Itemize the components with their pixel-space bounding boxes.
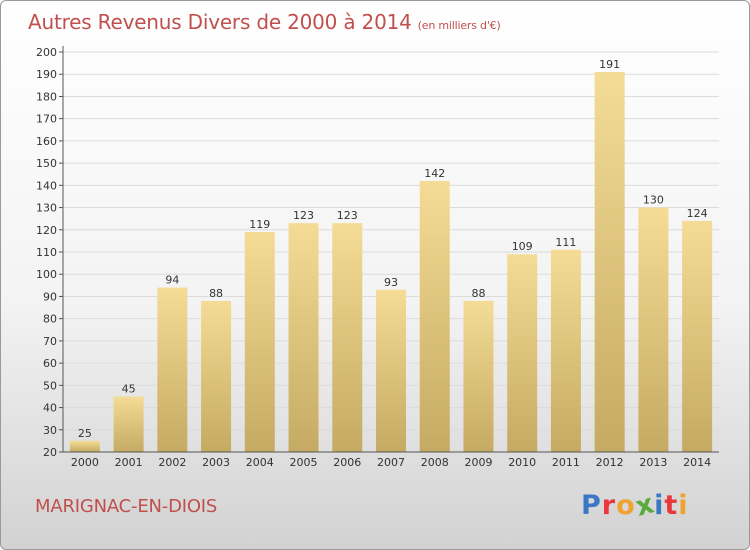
- bar-2011: [550, 249, 581, 452]
- x-tick-label: 2008: [421, 456, 449, 469]
- unit-label: (en milliers d'€): [417, 19, 501, 32]
- x-tick-labels: 2000 2001 2002 2003 2004 2005 2006 2007 2008 2009…: [71, 456, 711, 469]
- data-label: 119: [249, 218, 270, 231]
- bar-2014: [682, 220, 713, 452]
- x-tick-label: 2011: [552, 456, 580, 469]
- y-tick-label: 190: [36, 68, 57, 81]
- x-tick-label: 2004: [246, 456, 274, 469]
- y-tick-label: 20: [43, 446, 57, 459]
- y-tick-label: 200: [36, 46, 57, 59]
- brand-letter: P: [581, 490, 602, 521]
- x-tick-label: 2007: [377, 456, 405, 469]
- x-tick-label: 2002: [158, 456, 186, 469]
- y-tick-label: 110: [36, 246, 57, 259]
- brand-letter: i: [654, 490, 665, 521]
- y-tick-label: 40: [43, 402, 57, 415]
- bar-2013: [638, 207, 669, 452]
- y-tick-label: 140: [36, 179, 57, 192]
- bar-2002: [157, 287, 188, 452]
- data-label: 109: [512, 240, 533, 253]
- y-tick-label: 170: [36, 113, 57, 126]
- data-label: 130: [643, 194, 664, 207]
- y-tick-label: 80: [43, 313, 57, 326]
- x-tick-label: 2001: [115, 456, 143, 469]
- x-tick-label: 2000: [71, 456, 99, 469]
- x-tick-label: 2006: [333, 456, 361, 469]
- data-labels: 25 45 94 88 119 123 123 93 142 88 109 111 191 130 124: [78, 58, 708, 440]
- data-label: 123: [293, 209, 314, 222]
- data-label: 124: [687, 207, 708, 220]
- chart-title: Autres Revenus Divers de 2000 à 2014 (en …: [28, 10, 501, 34]
- axes: [62, 46, 719, 453]
- commune-name: MARIGNAC-EN-DIOIS: [35, 496, 218, 517]
- y-tick-label: 130: [36, 202, 57, 215]
- bar-2012: [594, 72, 625, 452]
- y-tick-label: 50: [43, 379, 57, 392]
- data-label: 93: [384, 276, 398, 289]
- bar-2004: [244, 232, 275, 452]
- brand-letter: r: [601, 490, 617, 521]
- data-label: 142: [424, 167, 445, 180]
- x-tick-label: 2009: [464, 456, 492, 469]
- bar-2001: [113, 396, 144, 452]
- y-tick-labels: 20 30 40 50 60 70 80 90 100 110 120 130 140 150 160 170…: [36, 46, 57, 459]
- y-tick-label: 120: [36, 224, 57, 237]
- data-label: 25: [78, 427, 92, 440]
- y-tick-label: 150: [36, 157, 57, 170]
- y-tick-label: 90: [43, 290, 57, 303]
- brand-letter: i: [678, 490, 689, 521]
- data-label: 111: [555, 236, 576, 249]
- y-tick-label: 70: [43, 335, 57, 348]
- data-label: 123: [337, 209, 358, 222]
- bar-2009: [463, 300, 494, 452]
- y-tick-label: 60: [43, 357, 57, 370]
- data-label: 88: [471, 287, 485, 300]
- bar-2008: [419, 180, 450, 452]
- data-label: 191: [599, 58, 620, 71]
- bar-2006: [332, 223, 363, 452]
- bar-2003: [201, 300, 232, 452]
- bar-2005: [288, 223, 319, 452]
- x-tick-label: 2003: [202, 456, 230, 469]
- proxiti-logo: Proxiti: [581, 488, 689, 523]
- brand-letter: t: [664, 490, 679, 521]
- x-tick-label: 2012: [596, 456, 624, 469]
- data-label: 45: [122, 382, 136, 395]
- bar-2000: [69, 440, 100, 452]
- bar-2010: [507, 254, 538, 452]
- title-text: Autres Revenus Divers de 2000 à 2014: [28, 10, 412, 34]
- bars: [69, 72, 713, 452]
- x-tick-label: 2014: [683, 456, 711, 469]
- x-tick-label: 2013: [639, 456, 667, 469]
- data-label: 94: [165, 274, 179, 287]
- brand-letter: o: [616, 490, 636, 521]
- x-tick-label: 2005: [290, 456, 318, 469]
- x-tick-label: 2010: [508, 456, 536, 469]
- y-tick-label: 100: [36, 268, 57, 281]
- data-label: 88: [209, 287, 223, 300]
- bar-2007: [376, 289, 406, 452]
- y-tick-label: 180: [36, 90, 57, 103]
- y-tick-label: 30: [43, 424, 57, 437]
- y-tick-label: 160: [36, 135, 57, 148]
